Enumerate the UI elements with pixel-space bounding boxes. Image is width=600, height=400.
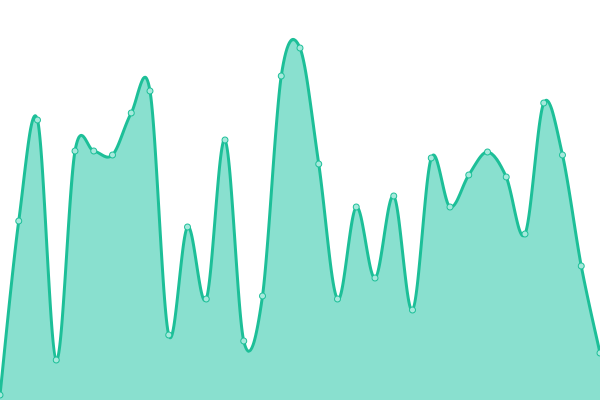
data-point-18 bbox=[334, 295, 341, 303]
data-point-9 bbox=[165, 331, 173, 339]
data-point-0 bbox=[0, 391, 4, 399]
data-point-28 bbox=[521, 230, 529, 238]
data-point-1 bbox=[15, 217, 23, 225]
data-point-10 bbox=[184, 223, 191, 231]
data-point-6 bbox=[109, 151, 116, 159]
data-point-5 bbox=[90, 147, 98, 155]
data-point-2 bbox=[34, 116, 41, 124]
data-point-31 bbox=[577, 262, 585, 270]
data-point-16 bbox=[296, 44, 304, 52]
data-point-21 bbox=[390, 192, 398, 200]
data-point-4 bbox=[71, 147, 79, 155]
data-point-23 bbox=[427, 154, 435, 162]
data-point-7 bbox=[127, 109, 135, 117]
data-point-29 bbox=[540, 99, 548, 107]
data-point-17 bbox=[315, 160, 323, 168]
data-point-27 bbox=[502, 173, 510, 181]
data-point-24 bbox=[446, 203, 454, 211]
data-point-13 bbox=[240, 337, 248, 345]
data-point-30 bbox=[559, 151, 566, 159]
data-point-19 bbox=[352, 203, 360, 211]
data-point-26 bbox=[484, 148, 491, 156]
data-point-11 bbox=[202, 295, 210, 303]
data-point-25 bbox=[465, 171, 473, 179]
data-point-12 bbox=[221, 136, 229, 144]
data-point-15 bbox=[277, 72, 285, 80]
data-point-32 bbox=[596, 349, 600, 357]
data-point-8 bbox=[146, 87, 154, 95]
data-point-3 bbox=[52, 356, 60, 364]
data-point-20 bbox=[371, 274, 379, 282]
series-area-fill bbox=[0, 39, 600, 400]
data-point-14 bbox=[259, 292, 266, 300]
data-point-22 bbox=[409, 306, 416, 314]
data-points bbox=[0, 44, 600, 399]
